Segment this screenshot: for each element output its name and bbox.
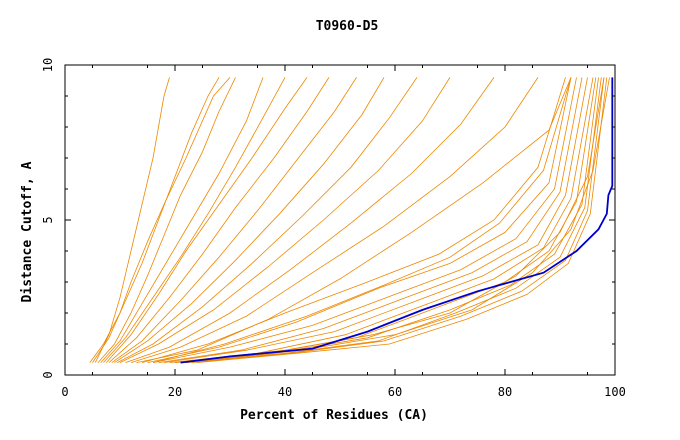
tick-layer: 0 20 40 60 80 100 0 5 10 [41, 58, 626, 399]
plot-frame [64, 64, 616, 376]
series-line-3 [94, 77, 170, 363]
highlight-series-line [180, 77, 614, 364]
series-line-4 [97, 77, 236, 363]
x-tick-label: 0 [61, 385, 68, 399]
series-line-16 [147, 77, 572, 363]
y-tick-label: 5 [41, 216, 55, 223]
series-line-2 [92, 77, 220, 363]
x-tick-label: 100 [604, 385, 626, 399]
x-tick-label: 80 [498, 385, 512, 399]
x-axis-label: Percent of Residues (CA) [240, 408, 428, 423]
series-line-20 [169, 77, 594, 363]
series-line-23 [185, 77, 602, 363]
series-line-29 [152, 77, 572, 363]
series-line-28 [141, 77, 566, 363]
series-line-7 [106, 77, 308, 363]
x-tick-label: 60 [388, 385, 402, 399]
series-line-9 [111, 77, 357, 363]
y-axis-label: Distance Cutoff, A [20, 161, 35, 302]
series-line-12 [119, 77, 451, 363]
series-line-25 [196, 77, 608, 363]
x-tick-label: 20 [168, 385, 182, 399]
series-line-19 [163, 77, 588, 363]
chart-title: T0960-D5 [316, 19, 379, 34]
series-line-8 [108, 77, 330, 363]
y-tick-label: 0 [41, 371, 55, 378]
series-line-26 [174, 77, 605, 363]
y-tick-label: 10 [41, 58, 55, 72]
series-line-18 [158, 77, 583, 363]
series-line-1 [89, 77, 231, 363]
x-tick-label: 40 [278, 385, 292, 399]
series-line-13 [125, 77, 495, 363]
series-line-6 [103, 77, 286, 363]
series-line-5 [100, 77, 264, 363]
series-line-11 [117, 77, 418, 363]
series-line-24 [191, 77, 605, 363]
series-line-14 [130, 77, 539, 363]
series-line-17 [152, 77, 577, 363]
series-layer [89, 77, 614, 364]
series-line-15 [136, 77, 572, 363]
series-line-22 [180, 77, 599, 363]
series-line-10 [114, 77, 385, 363]
